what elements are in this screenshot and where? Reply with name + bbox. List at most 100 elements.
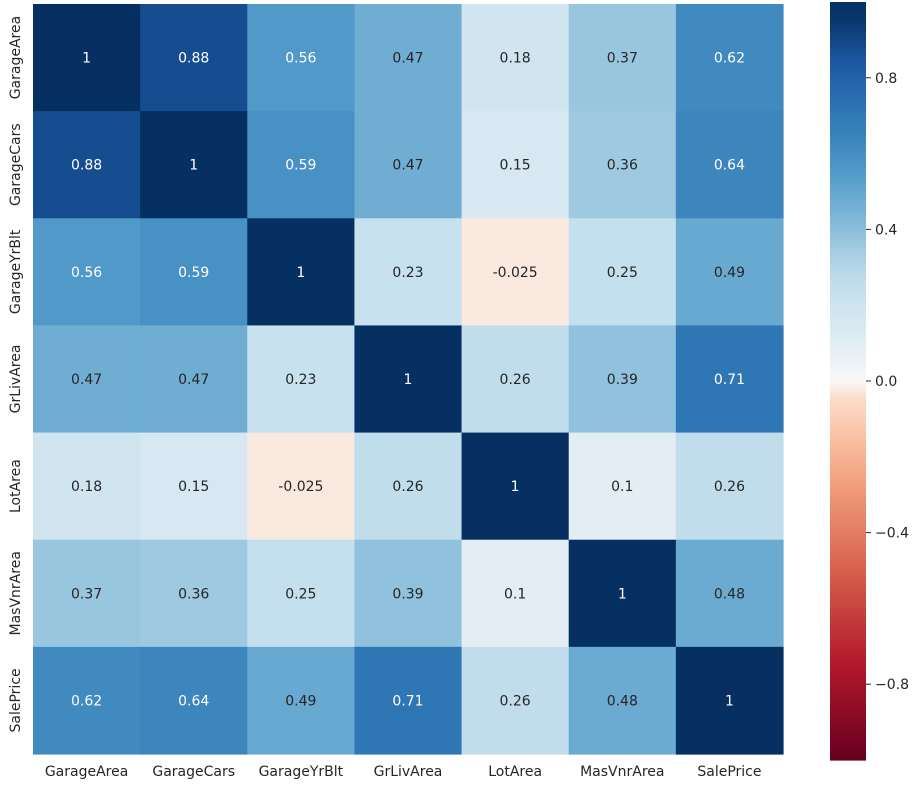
heatmap-cell-MasVnrArea-GarageCars [140,539,248,648]
colorbar-segment [830,650,866,655]
colorbar-segment [830,195,866,200]
colorbar-segment [830,153,866,158]
heatmap-cell-MasVnrArea-LotArea [461,539,570,648]
colorbar-segment [830,221,866,227]
colorbar-segment [830,47,866,52]
y-tick-label: LotArea [8,459,24,513]
heatmap-cell-value: 0.47 [392,51,423,67]
colorbar-segment [830,426,866,431]
colorbar-segment [830,748,866,754]
colorbar-segment [830,218,866,223]
heatmap-cell-GrLivArea-GarageArea [33,325,141,434]
colorbar-segment [830,494,866,500]
colorbar-segment [830,17,866,22]
colorbar-segment [830,627,866,632]
colorbar-segment [830,81,866,86]
heatmap-cell-MasVnrArea-MasVnrArea [568,539,677,648]
colorbar-segment [830,737,866,742]
colorbar-segment [830,267,866,272]
colorbar-segment [830,350,866,356]
colorbar-segment [830,430,866,435]
colorbar-segment [830,562,866,568]
heatmap-cell-value: 1 [725,693,734,709]
heatmap-cell-GarageArea-GarageArea [33,4,141,112]
colorbar-segment [830,358,866,363]
heatmap-cell-value: 1 [296,265,305,281]
heatmap-cell-SalePrice-SalePrice [675,646,784,755]
colorbar-segment [830,142,866,147]
colorbar-segment [830,301,866,306]
colorbar-segment [830,172,866,177]
colorbar-segment [830,24,866,30]
heatmap-cell-GrLivArea-GarageYrBlt [247,325,356,434]
heatmap-cell-GarageCars-GarageCars [140,111,248,219]
heatmap-cell-LotArea-GrLivArea [354,432,463,541]
colorbar-segment [830,290,866,295]
heatmap-cell-value: 0.18 [500,51,531,67]
colorbar-segment [830,100,866,105]
colorbar-segment [830,464,866,469]
colorbar-segment [830,183,866,189]
colorbar-segment [830,36,866,41]
heatmap-cell-value: 0.37 [71,586,102,602]
colorbar-segment [830,453,866,458]
heatmap-cell-SalePrice-GrLivArea [354,646,463,755]
colorbar-segment [830,248,866,253]
colorbar-segment [830,585,866,591]
colorbar-segment [830,28,866,33]
colorbar-segment [830,210,866,215]
colorbar-segment [830,566,866,572]
heatmap-cell-value: 0.47 [392,158,423,174]
colorbar-segment [830,305,866,310]
heatmap-cell-GrLivArea-LotArea [461,325,570,434]
colorbar-segment [830,540,866,545]
x-tick-label: GarageCars [152,764,235,780]
colorbar-segment [830,381,866,386]
x-tick-label: GarageYrBlt [259,764,344,780]
heatmap-cell-SalePrice-GarageArea [33,646,141,755]
colorbar-segment [830,703,866,708]
colorbar-segment [830,127,866,132]
heatmap-cell-LotArea-LotArea [461,432,570,541]
colorbar-segment [830,441,866,447]
heatmap-cell-value: 0.88 [178,51,209,67]
colorbar-segment [830,532,866,537]
heatmap-cell-value: 0.36 [607,158,638,174]
colorbar-segment [830,130,866,136]
colorbar: 0.8 0.4 0.0 −0.4 −0.8 [830,2,909,761]
colorbar-segment [830,187,866,193]
colorbar-segment [830,111,866,117]
colorbar-segment [830,206,866,212]
colorbar-segment [830,32,866,37]
colorbar-segment [830,434,866,439]
colorbar-segment [830,123,866,128]
heatmap-cell-value: 0.62 [714,51,745,67]
colorbar-segment [830,612,866,617]
colorbar-segment [830,411,866,416]
colorbar-segment [830,271,866,276]
heatmap-cell-SalePrice-GarageCars [140,646,248,755]
colorbar-segment [830,509,866,515]
x-tick-label: MasVnrArea [580,764,664,780]
colorbar-segment [830,320,866,325]
heatmap-cell-GrLivArea-GarageCars [140,325,248,434]
colorbar-segment [830,631,866,636]
heatmap-cell-value: 0.59 [178,265,209,281]
heatmap-cell-value: 1 [511,479,520,495]
colorbar-segment [830,104,866,109]
colorbar-segment [830,581,866,587]
colorbar-segment [830,108,866,113]
heatmap-cell-GarageArea-LotArea [461,4,570,112]
colorbar-segment [830,578,866,583]
colorbar-segment [830,339,866,344]
colorbar-segment [830,392,866,397]
colorbar-segment [830,229,866,234]
colorbar-tick-label: −0.8 [875,677,909,693]
colorbar-segment [830,396,866,401]
colorbar-segment [830,593,866,598]
colorbar-segment [830,66,866,71]
colorbar-segment [830,699,866,704]
heatmap-cell-LotArea-GarageArea [33,432,141,541]
colorbar-segment [830,346,866,352]
heatmap-cell-GarageYrBlt-MasVnrArea [568,218,677,327]
